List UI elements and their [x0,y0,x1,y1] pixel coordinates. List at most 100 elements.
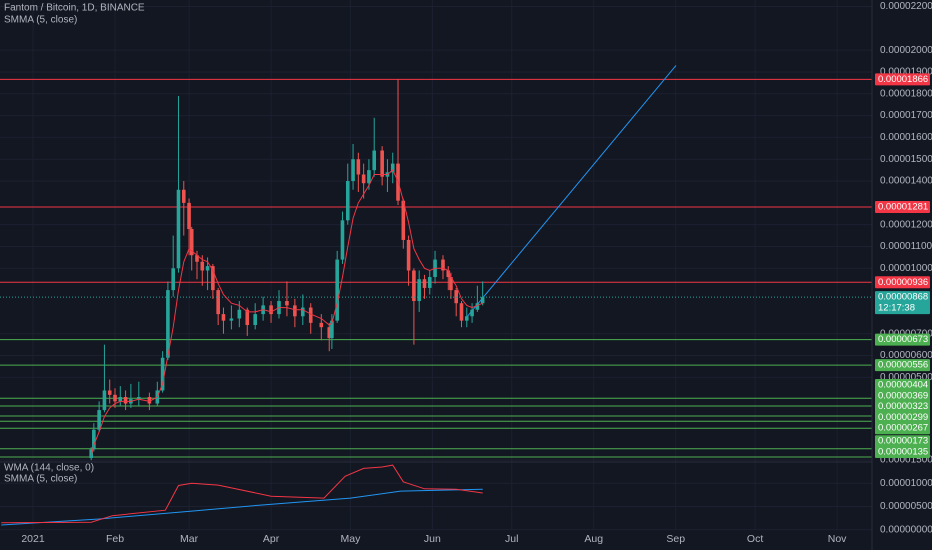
candle-body [449,277,453,291]
current-price-box [875,291,930,315]
level-label-box [875,422,930,435]
level-label-box [875,359,930,372]
candle-body [97,410,101,430]
y-tick-label: 0.00001000 [880,263,932,274]
y-tick-label: 0.00001100 [880,241,932,252]
y2-tick-label: 0.00001000 [880,478,932,489]
price-axis: 0.00002200 0.00002000 0.00001900 0.00001800… [875,1,932,535]
candle-body [176,189,181,269]
level-label: 0.00000267 [878,423,928,434]
y-tick-label: 0.00000600 [880,350,932,361]
candle-body [300,307,305,317]
candle-body [245,309,250,326]
candle-body [475,303,480,310]
candle-body [319,322,324,328]
candle-body [166,290,170,358]
x-tick-label: Jul [505,533,518,545]
level-label-box [875,276,930,289]
x-tick-label: Sep [666,533,685,545]
candle-body [189,229,194,256]
level-label: 0.00000369 [878,390,928,401]
candle-body [147,396,152,404]
candle-body [221,314,226,321]
candle-body [361,174,366,184]
candle-body [89,449,93,459]
chart-title: Fantom / Bitcoin, 1D, BINANCE [4,3,145,14]
candle-body [335,259,339,321]
candle-body [470,309,474,317]
candle-body [269,305,273,315]
level-label-box [875,378,930,391]
x-tick-label: 2021 [21,533,45,545]
candle-body [181,189,186,203]
level-label: 0.00000936 [878,277,928,288]
candle-body [195,255,199,262]
candle-body [327,327,332,339]
candle-body [216,290,220,315]
y2-tick-label: 0.00001500 [880,455,932,466]
level-label-box [875,333,930,346]
level-label: 0.00000299 [878,412,928,423]
level-label-box [875,73,930,86]
lower-indicator-line [1,464,483,524]
candle-body [137,396,141,400]
grid [0,0,872,531]
level-label-box [875,446,930,458]
y-tick-label: 0.00001600 [880,132,932,143]
y2-tick-label: 0.00000500 [880,501,932,512]
candle-body [345,181,350,221]
candle-body [171,268,175,291]
level-label-box [875,411,930,424]
candle-body [422,279,427,288]
level-label: 0.00000173 [878,436,928,447]
x-tick-label: Jun [424,533,441,545]
candle-body [390,163,395,173]
candle-body [356,159,361,175]
candle-body [237,309,242,319]
level-label: 0.00001281 [878,202,928,213]
candle-body [308,307,313,323]
level-label: 0.00001866 [878,74,928,85]
candle-body [211,266,215,291]
indicator-legend: WMA (144, close, 0) [4,463,94,474]
candle-body [464,316,469,321]
candle-body [205,266,210,271]
candle-body [441,259,445,271]
x-tick-label: Oct [747,533,763,545]
level-label: 0.00000323 [878,401,928,412]
x-tick-label: Feb [106,533,124,545]
indicator-legend: SMMA (5, close) [4,15,77,26]
y-tick-label: 0.00001500 [880,154,932,165]
y-tick-label: 0.00001400 [880,176,932,187]
candle-body [118,396,123,402]
candle-body [113,394,117,402]
x-tick-label: Nov [828,533,847,545]
x-tick-label: Mar [180,533,199,545]
y-tick-label: 0.00002200 [880,1,932,12]
candle-body [367,170,371,184]
level-label-box [875,389,930,402]
level-label: 0.00000556 [878,360,928,371]
candle-body [340,220,345,260]
y2-tick-label: 0.00000000 [880,524,932,535]
level-label: 0.00000404 [878,380,928,391]
candle-body [459,303,464,321]
candle-body [187,202,191,230]
x-tick-label: May [340,533,361,545]
y-tick-label: 0.00001200 [880,219,932,230]
candle-body [380,150,384,177]
indicator-line [90,169,483,457]
y-tick-label: 0.00001800 [880,88,932,99]
candle-body [406,239,411,271]
candle-body [102,390,107,411]
y-tick-label: 0.00001900 [880,67,932,78]
level-label-box [875,435,930,448]
trend-line [465,65,677,319]
candle-body [285,301,289,306]
countdown-label: 12:17:38 [878,303,915,314]
y-tick-label: 0.00000500 [880,372,932,383]
level-label-box [875,400,930,413]
candle-body [417,279,421,302]
